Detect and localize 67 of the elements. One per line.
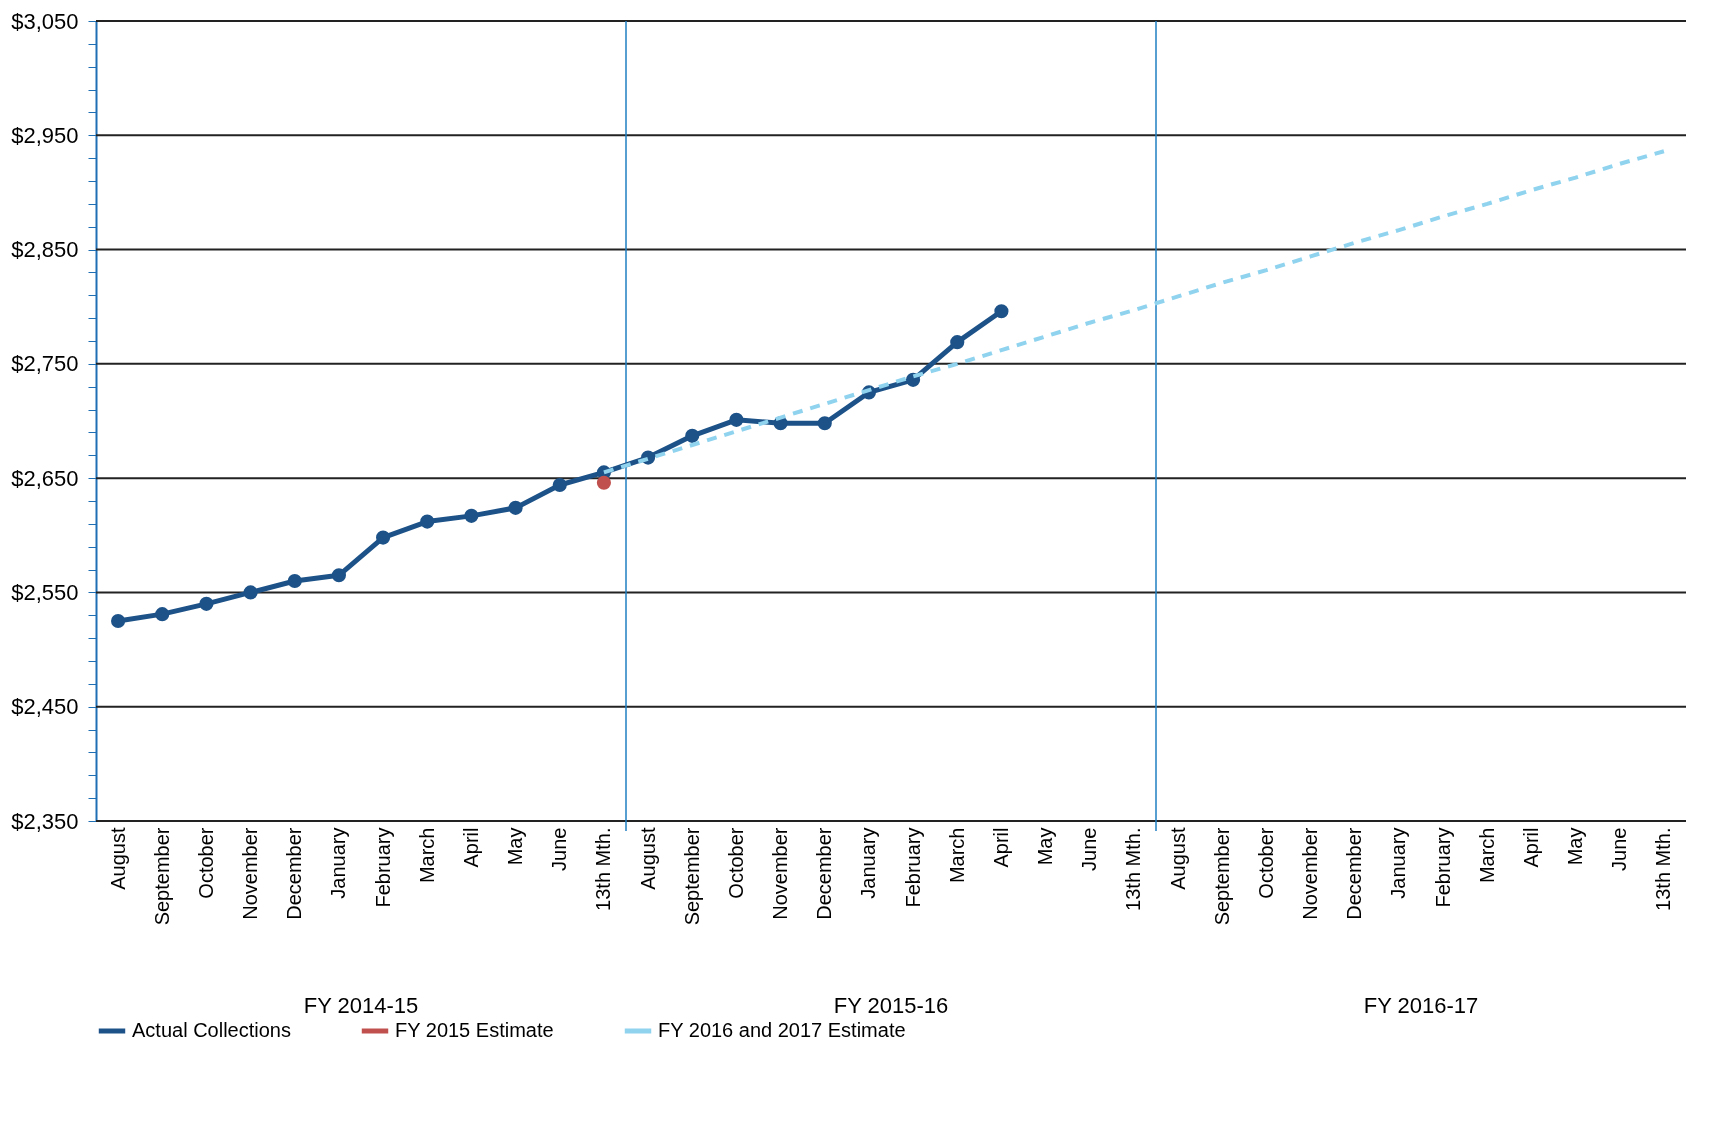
- x-tick-label: August: [1166, 827, 1189, 890]
- x-tick-label: October: [724, 827, 747, 899]
- point: [950, 335, 965, 350]
- y-tick-label: $2,950: [11, 122, 79, 148]
- point: [111, 613, 126, 629]
- point: [729, 412, 744, 427]
- point: [685, 428, 700, 443]
- x-tick-label: December: [1343, 827, 1366, 920]
- x-tick-label: November: [769, 827, 792, 920]
- x-tick-label: February: [371, 827, 394, 908]
- text: FY 2014-15: [303, 993, 419, 1018]
- point: [243, 585, 258, 600]
- y-tick-label: $2,450: [11, 694, 79, 720]
- x-tick-label: May: [1034, 827, 1057, 866]
- x-tick-label: April: [459, 827, 482, 868]
- x-tick-label: October: [194, 827, 217, 899]
- point: [552, 477, 567, 493]
- y-tick-label: $3,050: [11, 8, 79, 34]
- x-tick-label: December: [283, 827, 306, 920]
- x-tick-label: September: [1210, 827, 1233, 926]
- y-tick-label: $2,650: [11, 465, 79, 491]
- x-tick-label: December: [813, 827, 836, 920]
- x-tick-label: March: [945, 827, 968, 884]
- y-tick-label: $2,750: [11, 351, 79, 377]
- x-tick-label: August: [636, 827, 659, 890]
- point: [420, 514, 435, 529]
- x-tick-label: February: [1431, 827, 1454, 908]
- x-tick-label: August: [106, 827, 129, 890]
- point: [994, 304, 1009, 319]
- point: [199, 596, 214, 611]
- point: [596, 475, 611, 490]
- x-tick-label: June: [548, 827, 571, 871]
- point: [817, 416, 832, 431]
- legend-label: FY 2015 Estimate: [395, 1019, 554, 1041]
- point: [376, 530, 391, 545]
- x-tick-label: September: [680, 827, 703, 926]
- legend-label: Actual Collections: [132, 1019, 291, 1041]
- x-tick-label: November: [1299, 827, 1322, 920]
- x-tick-label: April: [989, 827, 1012, 868]
- legend-label: FY 2016 and 2017 Estimate: [658, 1019, 906, 1041]
- point: [287, 573, 302, 589]
- x-tick-label: June: [1078, 827, 1101, 871]
- x-tick-label: February: [901, 827, 924, 908]
- x-tick-label: June: [1608, 827, 1631, 871]
- x-tick-label: January: [857, 827, 880, 899]
- x-tick-label: January: [1387, 827, 1410, 899]
- x-tick-label: March: [415, 827, 438, 884]
- x-tick-label: October: [1254, 827, 1277, 899]
- x-tick-label: September: [150, 827, 173, 926]
- point: [155, 607, 170, 622]
- text: FY 2016-17: [1363, 993, 1479, 1018]
- x-tick-label: May: [504, 827, 527, 866]
- x-tick-label: 13th Mth.: [592, 827, 615, 911]
- x-tick-label: March: [1475, 827, 1498, 884]
- x-tick-label: November: [239, 827, 262, 920]
- x-tick-label: April: [1519, 827, 1542, 868]
- y-tick-label: $2,850: [11, 237, 79, 263]
- x-tick-label: 13th Mth.: [1652, 827, 1675, 911]
- x-tick-label: 13th Mth.: [1122, 827, 1145, 911]
- point: [464, 508, 479, 523]
- point: [331, 568, 346, 583]
- x-tick-label: May: [1564, 827, 1587, 866]
- text: FY 2015-16: [833, 993, 949, 1018]
- y-tick-label: $2,350: [11, 808, 79, 834]
- point: [508, 500, 523, 515]
- x-tick-label: January: [327, 827, 350, 899]
- y-tick-label: $2,550: [11, 579, 79, 605]
